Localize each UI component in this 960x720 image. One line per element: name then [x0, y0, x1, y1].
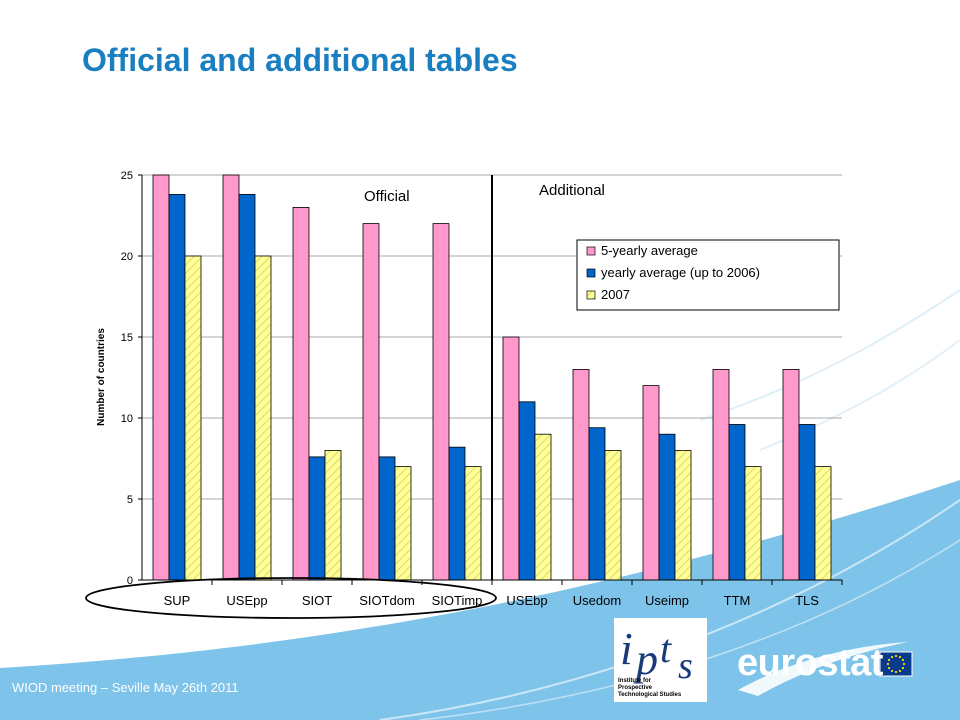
eu-star	[901, 658, 905, 662]
official-highlight-ellipse	[85, 577, 497, 619]
bar-SIOTimp-series-1	[432, 223, 450, 581]
legend-label-3: 2007	[601, 287, 630, 302]
svg-text:s: s	[678, 645, 693, 687]
bar-USEpp-series-3	[254, 255, 272, 581]
eurostat-swoosh-icon	[738, 642, 908, 696]
y-tick-label: 20	[121, 251, 133, 263]
eu-star	[887, 666, 891, 670]
bar-SUP-series-2	[168, 194, 186, 581]
eu-star	[887, 658, 891, 662]
x-tick-label-USEbp: USEbp	[506, 593, 547, 608]
bar-SIOT-series-3	[324, 449, 342, 581]
bar-TTM-series-3	[744, 466, 762, 581]
y-tick-label: 10	[121, 413, 133, 425]
bar-TLS-series-1	[782, 368, 800, 581]
eu-star	[886, 662, 890, 666]
bar-SIOTimp-series-2	[448, 446, 466, 581]
eu-star	[902, 662, 906, 666]
bar-Useimp-series-1	[642, 385, 660, 581]
x-tick-label-SIOT: SIOT	[302, 593, 332, 608]
legend-swatch-3	[586, 290, 596, 300]
slide-title: Official and additional tables	[82, 42, 518, 78]
legend-swatch-2	[586, 268, 596, 278]
chart-legend: 5-yearly average yearly average (up to 20…	[576, 239, 840, 311]
bar-TLS-series-3	[814, 466, 832, 581]
bar-Usedom-series-1	[572, 368, 590, 581]
svg-text:i: i	[620, 623, 633, 674]
x-tick-label-SIOTdom: SIOTdom	[359, 593, 415, 608]
ipts-caption-3: Technological Studies	[618, 692, 682, 698]
annotation-additional: Additional	[539, 182, 605, 199]
x-tick-label-SUP: SUP	[164, 593, 191, 608]
x-tick-label-Usedom: Usedom	[573, 593, 621, 608]
eu-star	[901, 666, 905, 670]
x-tick-label-TLS: TLS	[795, 593, 819, 608]
legend-box	[576, 239, 840, 311]
bar-SIOTdom-series-3	[394, 466, 412, 581]
eu-star	[894, 654, 898, 658]
y-tick-label: 25	[121, 170, 133, 182]
bar-Usedom-series-2	[588, 427, 606, 581]
bar-TTM-series-2	[728, 424, 746, 581]
eu-star	[898, 669, 902, 673]
bar-Useimp-series-3	[674, 449, 692, 581]
legend-swatch-1	[586, 246, 596, 256]
eurostat-logo	[738, 642, 913, 696]
eu-star	[894, 670, 898, 674]
eu-star	[890, 655, 894, 659]
bar-SIOT-series-2	[308, 456, 326, 581]
bar-USEpp-series-2	[238, 194, 256, 581]
y-tick-label: 0	[127, 575, 133, 587]
legend-label-1: 5-yearly average	[601, 243, 698, 258]
bar-USEpp-series-1	[222, 174, 240, 581]
bar-Useimp-series-2	[658, 433, 676, 581]
eurostat-wordmark: eurostat	[737, 642, 883, 684]
bar-TLS-series-2	[798, 424, 816, 581]
ipts-caption-2: Prospective	[618, 685, 653, 691]
annotation-official: Official	[364, 188, 410, 205]
bar-SIOTimp-series-3	[464, 466, 482, 581]
svg-text:t: t	[660, 626, 672, 671]
bar-Usedom-series-3	[604, 449, 622, 581]
x-tick-label-TTM: TTM	[724, 593, 751, 608]
x-tick-label-SIOTimp: SIOTimp	[432, 593, 483, 608]
eu-flag-icon	[879, 651, 913, 677]
y-tick-label: 15	[121, 332, 133, 344]
x-tick-label-USEpp: USEpp	[226, 593, 267, 608]
bar-SIOT-series-1	[292, 206, 310, 581]
footer-text: WIOD meeting – Seville May 26th 2011	[12, 680, 239, 695]
bar-TTM-series-1	[712, 368, 730, 581]
y-tick-label: 5	[127, 494, 133, 506]
bar-SUP-series-3	[184, 255, 202, 581]
bar-SIOTdom-series-2	[378, 456, 396, 581]
y-axis-label: Number of countries	[96, 328, 107, 426]
bar-USEbp-series-3	[534, 433, 552, 581]
bar-USEbp-series-1	[502, 336, 520, 581]
eu-star	[890, 669, 894, 673]
legend-label-2: yearly average (up to 2006)	[601, 265, 760, 280]
x-tick-label-Useimp: Useimp	[645, 593, 689, 608]
bar-SUP-series-1	[152, 174, 170, 581]
eu-star	[898, 655, 902, 659]
bar-USEbp-series-2	[518, 401, 536, 581]
svg-text:p: p	[633, 635, 658, 684]
ipts-logo-icon: i p t s Institute for Prospective Techno…	[614, 618, 707, 702]
bar-SIOTdom-series-1	[362, 223, 380, 581]
ipts-caption-1: Institute for	[618, 678, 652, 684]
